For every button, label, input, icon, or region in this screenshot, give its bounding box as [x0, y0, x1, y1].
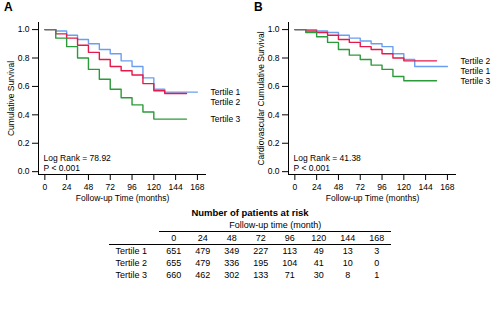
svg-text:Log Rank = 78.92: Log Rank = 78.92 [44, 153, 112, 163]
svg-text:P < 0.001: P < 0.001 [44, 163, 81, 173]
html-text:113: 113 [282, 246, 297, 256]
html-text:Tertile 3: Tertile 3 [115, 270, 148, 280]
html-text:30: 30 [313, 270, 324, 280]
html-text:462: 462 [195, 270, 211, 280]
svg-text:Cardiovascular Cumulative Surv: Cardiovascular Cumulative Survival [256, 31, 266, 165]
html-text:Tertile 1: Tertile 1 [115, 246, 148, 256]
html-text:71: 71 [284, 270, 295, 280]
html-text:195: 195 [253, 258, 269, 268]
svg-text:0.0: 0.0 [268, 166, 280, 176]
svg-text:0.6: 0.6 [18, 81, 30, 91]
html-text:0: 0 [374, 258, 380, 268]
html-text:Number of patients at risk: Number of patients at risk [191, 207, 309, 218]
html-text:41: 41 [313, 258, 324, 268]
svg-text:Tertile 2: Tertile 2 [461, 56, 491, 66]
html-text:168: 168 [369, 233, 385, 243]
svg-text:0.4: 0.4 [18, 110, 30, 120]
html-text:48: 48 [226, 233, 237, 243]
html-text:349: 349 [224, 246, 240, 256]
svg-text:1.0: 1.0 [18, 24, 30, 34]
html-text:479: 479 [195, 258, 211, 268]
svg-text:Follow-up Time (months): Follow-up Time (months) [326, 193, 420, 203]
svg-text:Tertile 1: Tertile 1 [461, 66, 491, 76]
html-text:B: B [254, 0, 263, 14]
html-text:96: 96 [284, 233, 295, 243]
svg-text:0.8: 0.8 [268, 53, 280, 63]
html-text:655: 655 [166, 258, 182, 268]
html-text:Tertile 2: Tertile 2 [115, 258, 148, 268]
svg-text:120: 120 [397, 182, 411, 192]
html-text:13: 13 [342, 246, 353, 256]
html-text:227: 227 [253, 246, 269, 256]
html-text:302: 302 [224, 270, 240, 280]
html-text:104: 104 [282, 258, 298, 268]
html-text:336: 336 [224, 258, 240, 268]
svg-text:Follow-up Time (months): Follow-up Time (months) [76, 193, 170, 203]
svg-text:Tertile 1: Tertile 1 [211, 87, 241, 97]
html-text:133: 133 [253, 270, 269, 280]
svg-text:96: 96 [127, 182, 137, 192]
svg-text:0.0: 0.0 [18, 166, 30, 176]
svg-text:Cumulative Survival: Cumulative Survival [6, 61, 16, 136]
svg-text:96: 96 [377, 182, 387, 192]
svg-text:144: 144 [419, 182, 433, 192]
svg-text:0.2: 0.2 [18, 138, 30, 148]
html-text:1: 1 [374, 270, 380, 280]
svg-text:0: 0 [42, 182, 47, 192]
html-text:49: 49 [313, 246, 324, 256]
html-text:479: 479 [195, 246, 211, 256]
svg-text:0.2: 0.2 [268, 138, 280, 148]
svg-text:1.0: 1.0 [268, 24, 280, 34]
html-text:120: 120 [311, 233, 327, 243]
svg-text:P < 0.001: P < 0.001 [294, 163, 331, 173]
html-text:8: 8 [345, 270, 351, 280]
html-text:10: 10 [342, 258, 353, 268]
svg-text:168: 168 [190, 182, 204, 192]
svg-text:0.4: 0.4 [268, 110, 280, 120]
svg-text:168: 168 [440, 182, 454, 192]
svg-text:48: 48 [334, 182, 344, 192]
svg-text:24: 24 [62, 182, 72, 192]
html-text:A: A [4, 0, 13, 14]
svg-text:Log Rank = 41.38: Log Rank = 41.38 [294, 153, 362, 163]
html-text:24: 24 [197, 233, 208, 243]
svg-text:48: 48 [84, 182, 94, 192]
html-text:72: 72 [255, 233, 266, 243]
svg-text:24: 24 [312, 182, 322, 192]
html-text:Follow-up time (month): Follow-up time (month) [229, 220, 322, 230]
svg-text:72: 72 [356, 182, 366, 192]
html-text:0: 0 [171, 233, 177, 243]
svg-text:0.6: 0.6 [268, 81, 280, 91]
svg-text:0: 0 [292, 182, 297, 192]
svg-text:72: 72 [106, 182, 116, 192]
svg-text:120: 120 [147, 182, 161, 192]
svg-text:Tertile 3: Tertile 3 [211, 114, 241, 124]
html-text:3: 3 [374, 246, 380, 256]
html-text:651: 651 [166, 246, 182, 256]
svg-text:0.8: 0.8 [18, 53, 30, 63]
svg-text:Tertile 2: Tertile 2 [211, 97, 241, 107]
html-text:660: 660 [166, 270, 182, 280]
svg-text:Tertile 3: Tertile 3 [461, 76, 491, 86]
html-text:144: 144 [340, 233, 356, 243]
svg-text:144: 144 [169, 182, 183, 192]
